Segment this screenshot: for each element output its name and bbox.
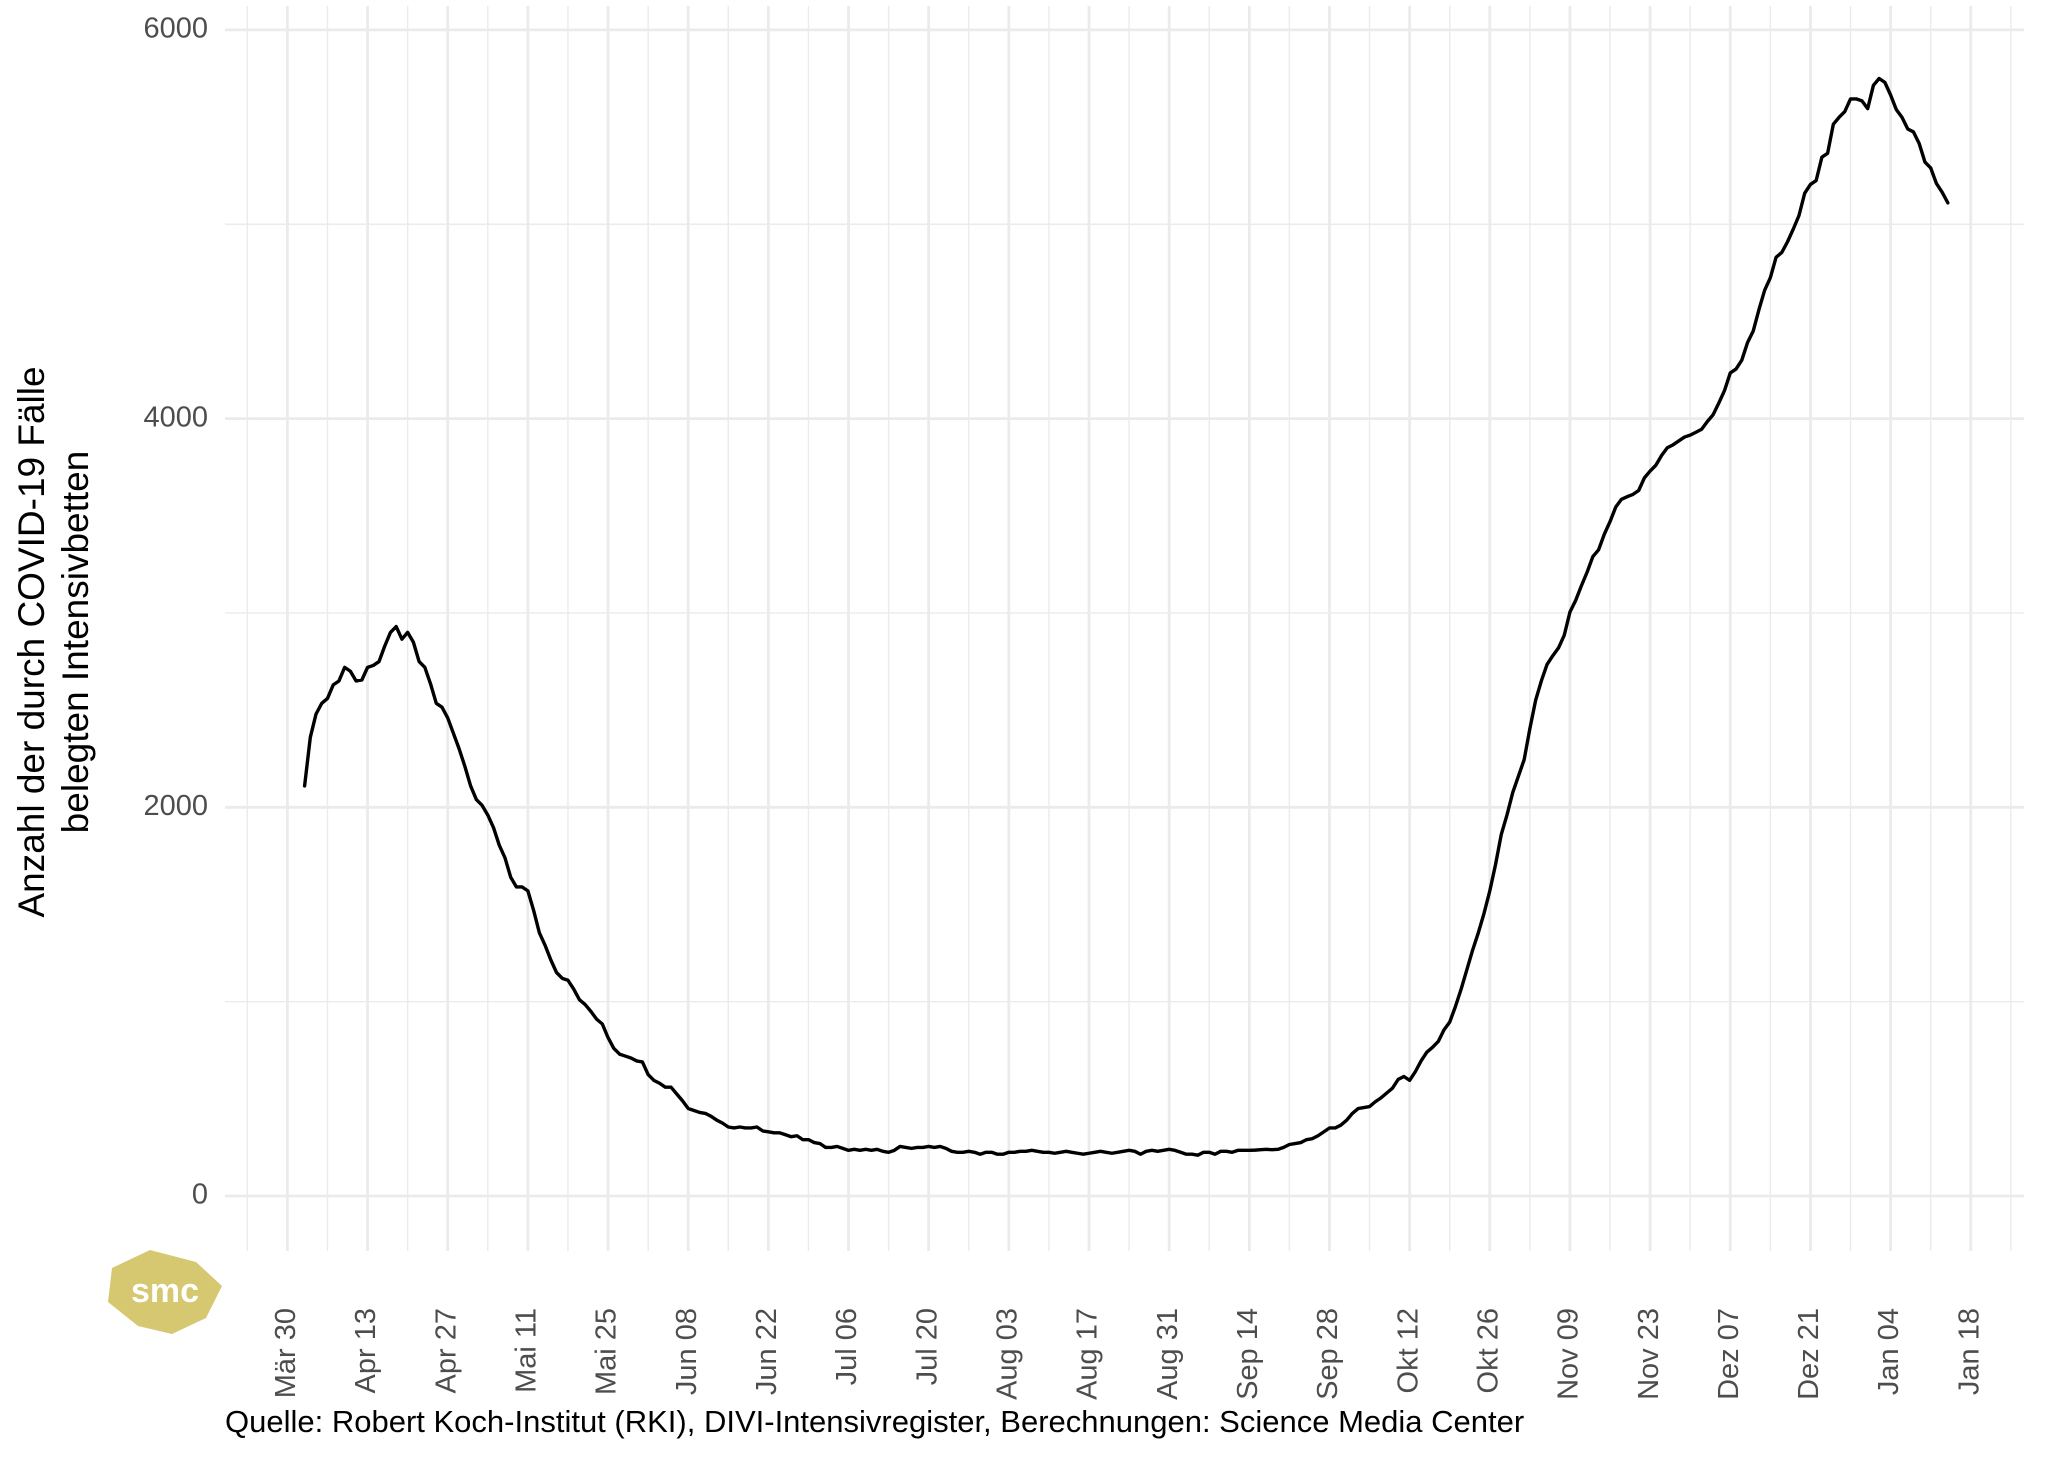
grid bbox=[225, 6, 2024, 1251]
x-tick-label: Aug 03 bbox=[991, 1308, 1023, 1400]
x-tick-label: Jan 04 bbox=[1873, 1308, 1905, 1395]
y-axis-title: Anzahl der durch COVID-19 Fälle bbox=[11, 366, 52, 917]
logo-shape bbox=[108, 1250, 222, 1334]
y-tick-label: 4000 bbox=[143, 401, 208, 433]
x-tick-label: Sep 28 bbox=[1312, 1308, 1344, 1400]
x-tick-label: Dez 07 bbox=[1713, 1308, 1745, 1400]
x-tick-label: Nov 09 bbox=[1553, 1308, 1585, 1400]
y-tick-label: 6000 bbox=[143, 13, 208, 45]
caption: Quelle: Robert Koch-Institut (RKI), DIVI… bbox=[225, 1404, 1524, 1439]
x-tick-label: Mär 30 bbox=[270, 1308, 302, 1398]
x-tick-label: Mai 25 bbox=[591, 1308, 623, 1395]
logo-text: smc bbox=[131, 1272, 199, 1310]
x-tick-label: Okt 12 bbox=[1392, 1308, 1424, 1393]
x-tick-label: Mai 11 bbox=[511, 1308, 543, 1393]
y-tick-label: 2000 bbox=[143, 790, 208, 822]
x-tick-label: Aug 31 bbox=[1152, 1308, 1184, 1400]
x-tick-label: Jul 06 bbox=[831, 1308, 863, 1385]
y-tick-label: 0 bbox=[192, 1179, 208, 1211]
x-tick-label: Okt 26 bbox=[1472, 1308, 1504, 1393]
x-tick-label: Jan 18 bbox=[1953, 1308, 1985, 1395]
x-tick-label: Dez 21 bbox=[1793, 1308, 1825, 1400]
data-line bbox=[302, 76, 1950, 1157]
marks bbox=[302, 76, 1950, 1157]
x-tick-label: Jul 20 bbox=[911, 1308, 943, 1385]
x-tick-label: Nov 23 bbox=[1633, 1308, 1665, 1400]
x-tick-label: Jun 22 bbox=[751, 1308, 783, 1395]
labels: Anzahl der durch COVID-19 Fälle belegten… bbox=[11, 13, 1985, 1439]
x-tick-label: Jun 08 bbox=[671, 1308, 703, 1395]
x-tick-label: Aug 17 bbox=[1072, 1308, 1104, 1400]
x-tick-label: Apr 13 bbox=[350, 1308, 382, 1393]
x-tick-label: Sep 14 bbox=[1232, 1308, 1264, 1400]
y-axis-title: belegten Intensivbetten bbox=[55, 451, 96, 834]
logo: smc bbox=[108, 1250, 222, 1334]
x-tick-label: Apr 27 bbox=[430, 1308, 462, 1393]
